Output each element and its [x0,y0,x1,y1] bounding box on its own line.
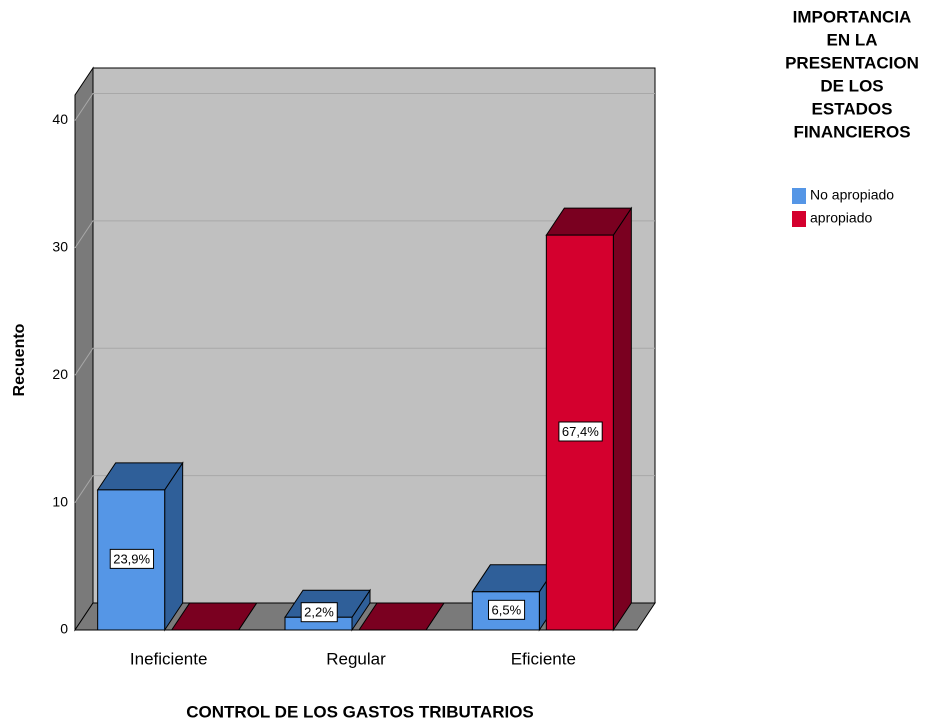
legend-title: EN LA [827,30,878,49]
x-tick-label: Ineficiente [130,649,208,668]
x-axis-title: CONTROL DE LOS GASTOS TRIBUTARIOS [186,702,534,721]
legend-title: PRESENTACION [785,53,919,72]
x-tick-label: Eficiente [511,649,576,668]
y-tick-label: 40 [52,111,68,127]
side-wall [74,66,94,632]
y-tick-label: 0 [60,621,68,637]
bar-top [170,602,258,631]
legend-title: ESTADOS [812,99,893,118]
legend-title: FINANCIEROS [793,122,910,141]
legend-label: No apropiado [810,187,894,203]
grid-line [74,475,655,503]
grid-line [74,220,655,249]
y-axis-title: Recuento [11,323,28,396]
grid-line [74,92,655,121]
data-label-box [558,421,603,442]
legend-title: DE LOS [820,76,883,95]
y-tick-label: 30 [52,239,68,255]
data-label: 23,9% [113,551,150,566]
legend-title: IMPORTANCIA [793,7,912,26]
data-label: 2,2% [304,605,334,620]
data-label-box [488,599,526,620]
data-label: 6,5% [492,602,522,617]
y-tick-label: 10 [52,493,68,509]
y-tick-label: 20 [52,366,68,382]
data-label-box [109,548,155,569]
bar-top [358,602,445,631]
bar-side [612,206,632,632]
data-label: 67,4% [562,424,599,439]
legend-label: apropiado [810,210,872,226]
grid-line [74,347,655,376]
data-label-box [300,602,338,623]
bar-side [164,461,184,632]
x-tick-label: Regular [326,649,386,668]
legend-swatch [792,188,806,204]
legend-swatch [792,211,806,227]
